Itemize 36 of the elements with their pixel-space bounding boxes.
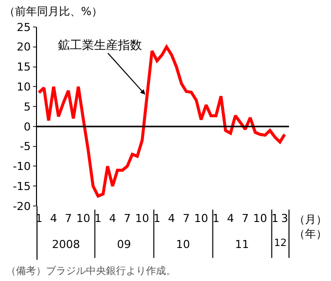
text: 12: [274, 238, 287, 249]
x-tick-label: 4: [168, 212, 176, 225]
x-tick-label: 7: [182, 212, 190, 225]
x-tick-label: 1: [154, 212, 161, 225]
text: 2008: [52, 238, 80, 251]
x-tick-label: 3: [281, 212, 288, 225]
x-tick-label: 4: [227, 212, 234, 225]
x-tick-label: 1: [212, 212, 220, 225]
y-tick-label: 5: [24, 100, 31, 114]
y-tick-label: 10: [16, 80, 31, 94]
x-tick-label: 1: [94, 212, 102, 225]
x-tick-label: 1: [271, 212, 278, 225]
y-tick-label: 0: [24, 120, 31, 134]
x-tick-label: 7: [64, 212, 72, 225]
text: （備考）ブラジル中央銀行より作成。: [6, 265, 176, 277]
x-tick-label: 10: [76, 212, 90, 225]
annotation: 鉱工業生産指数: [58, 38, 142, 52]
x-tick-label: 10: [194, 212, 208, 225]
y-tick-label: 20: [16, 40, 31, 54]
text: 09: [117, 238, 131, 251]
y-axis-title: （前年同月比、%）: [4, 5, 102, 18]
x-tick-label: 7: [242, 212, 249, 225]
x-tick-label: 4: [50, 212, 58, 225]
y-tick-label: -20: [12, 200, 31, 213]
y-tick-label: -10: [12, 160, 31, 174]
x-tick-label: 7: [124, 212, 131, 225]
y-tick-label: -5: [20, 140, 31, 154]
x-tick-label: 10: [135, 212, 150, 225]
x-axis-title: （月）（年）: [294, 213, 327, 240]
y-tick-label: 25: [16, 20, 31, 34]
y-tick-label: -15: [12, 180, 31, 193]
x-tick-label: 4: [109, 212, 116, 225]
text: 11: [235, 238, 249, 251]
y-tick-label: 15: [16, 60, 31, 74]
x-tick-label: 10: [253, 212, 268, 225]
text: 10: [176, 238, 190, 251]
